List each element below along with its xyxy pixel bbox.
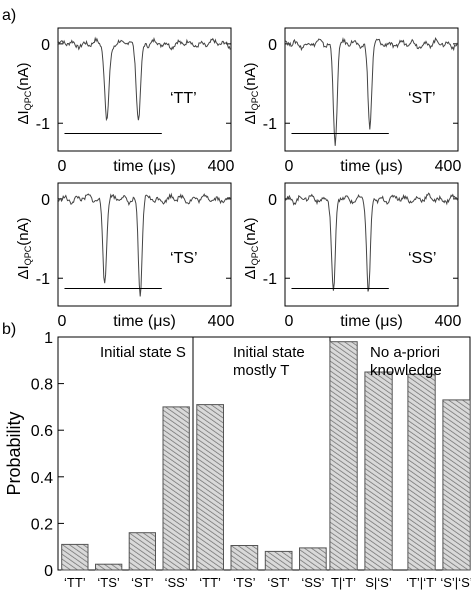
group-title: No a-priori	[370, 344, 440, 361]
trace-plot-tt: 0 -1 0 400 time (μs) ΔIQPC(nA) ‘TT’	[15, 27, 235, 175]
y-tick-label: 0	[268, 192, 277, 209]
x-axis-label: time (μs)	[113, 313, 176, 330]
bar	[162, 406, 190, 571]
group-title: knowledge	[370, 362, 442, 379]
category-label: T|‘T’	[331, 575, 356, 590]
category-label: S|‘S’	[365, 575, 392, 590]
y-tick-label: -1	[36, 116, 50, 133]
trace-label: ‘SS’	[408, 250, 436, 267]
category-label: ‘T’|‘T’	[406, 575, 437, 590]
plot-frame	[57, 182, 232, 307]
bar	[196, 404, 225, 571]
x-axis-label: time (μs)	[340, 158, 403, 175]
y-tick-label: -1	[263, 271, 277, 288]
y-axis-label: ΔIQPC(nA)	[242, 62, 260, 124]
current-trace	[284, 192, 459, 292]
y-tick-label: 0	[268, 37, 277, 54]
category-label: ‘TS’	[97, 575, 120, 590]
group-title: Initial state	[233, 344, 305, 361]
y-tick-label: 0.6	[31, 423, 53, 440]
y-tick-label: 0.2	[31, 516, 53, 533]
panel-b-label: b)	[2, 321, 16, 338]
trace-plot-ss: 0 -1 0 400 time (μs) ΔIQPC(nA) ‘SS’	[242, 182, 462, 330]
x-tick-label: 400	[435, 158, 462, 175]
y-axis-label-main: ΔI	[15, 265, 32, 279]
y-axis-label: ΔIQPC(nA)	[242, 217, 260, 279]
trace-label: ‘TT’	[170, 90, 197, 107]
y-tick-label: -1	[263, 116, 277, 133]
bar	[61, 543, 89, 571]
plot-frame	[57, 27, 232, 152]
x-tick-label: 0	[285, 158, 294, 175]
group-title: Initial state S	[100, 344, 186, 361]
y-axis-label: ΔIQPC(nA)	[15, 217, 33, 279]
y-tick-label: 0	[41, 192, 50, 209]
y-axis-label-sub: QPC	[23, 245, 33, 265]
y-axis-label-sub: QPC	[250, 245, 260, 265]
x-tick-label: 400	[208, 158, 235, 175]
category-label: ‘ST’	[267, 575, 290, 590]
bar	[407, 373, 436, 571]
bar	[95, 563, 123, 571]
x-tick-label: 400	[208, 313, 235, 330]
category-label: ‘TT’	[199, 575, 221, 590]
y-tick-label: 0	[44, 563, 53, 580]
y-axis-label: ΔIQPC(nA)	[15, 62, 33, 124]
plot-frame	[284, 27, 459, 152]
y-axis-label-unit: (nA)	[15, 217, 32, 245]
group-title: mostly T	[233, 362, 289, 379]
bar	[329, 341, 358, 571]
x-tick-label: 0	[285, 313, 294, 330]
trace-plot-st: 0 -1 0 400 time (μs) ΔIQPC(nA) ‘ST’	[242, 27, 462, 175]
bar	[442, 399, 471, 571]
current-trace	[57, 36, 232, 122]
current-trace	[284, 36, 459, 146]
category-label: ‘S’|‘S’	[440, 575, 471, 590]
y-tick-label: 1	[44, 330, 53, 347]
category-label: ‘TS’	[233, 575, 256, 590]
y-axis-label: Probability	[4, 411, 24, 495]
panel-a-label: a)	[2, 7, 16, 24]
y-axis-label-unit: (nA)	[15, 62, 32, 90]
probability-bar-chart: 0 0.2 0.4 0.6 0.8 1 ‘TT’ ‘TS’ ‘ST’ ‘SS’ Initial s…	[4, 330, 471, 590]
y-tick-label: 0	[41, 37, 50, 54]
plot-frame	[284, 182, 459, 307]
category-label: ‘ST’	[131, 575, 154, 590]
y-tick-label: 0.8	[31, 377, 53, 394]
bar	[128, 532, 156, 571]
bar	[364, 371, 393, 571]
y-axis-label-main: ΔI	[15, 110, 32, 124]
category-label: ‘TT’	[64, 575, 86, 590]
y-tick-label: -1	[36, 271, 50, 288]
trace-plot-ts: 0 -1 0 400 time (μs) ΔIQPC(nA) ‘TS’	[15, 182, 235, 330]
y-axis-label-sub: QPC	[250, 90, 260, 110]
bar	[299, 547, 327, 571]
category-label: ‘SS’	[165, 575, 188, 590]
y-axis-label-sub: QPC	[23, 90, 33, 110]
x-axis-label: time (μs)	[340, 313, 403, 330]
trace-label: ‘TS’	[170, 250, 198, 267]
y-axis-label-main: ΔI	[242, 265, 259, 279]
category-label: ‘SS’	[301, 575, 324, 590]
y-axis-label-main: ΔI	[242, 110, 259, 124]
x-axis-label: time (μs)	[113, 158, 176, 175]
x-tick-label: 400	[435, 313, 462, 330]
bar	[264, 550, 293, 571]
x-tick-label: 0	[58, 158, 67, 175]
bar	[230, 545, 259, 571]
x-tick-label: 0	[58, 313, 67, 330]
y-axis-label-unit: (nA)	[242, 217, 259, 245]
y-axis-label-unit: (nA)	[242, 62, 259, 90]
current-trace	[57, 192, 232, 297]
trace-label: ‘ST’	[408, 90, 436, 107]
y-tick-label: 0.4	[31, 470, 53, 487]
